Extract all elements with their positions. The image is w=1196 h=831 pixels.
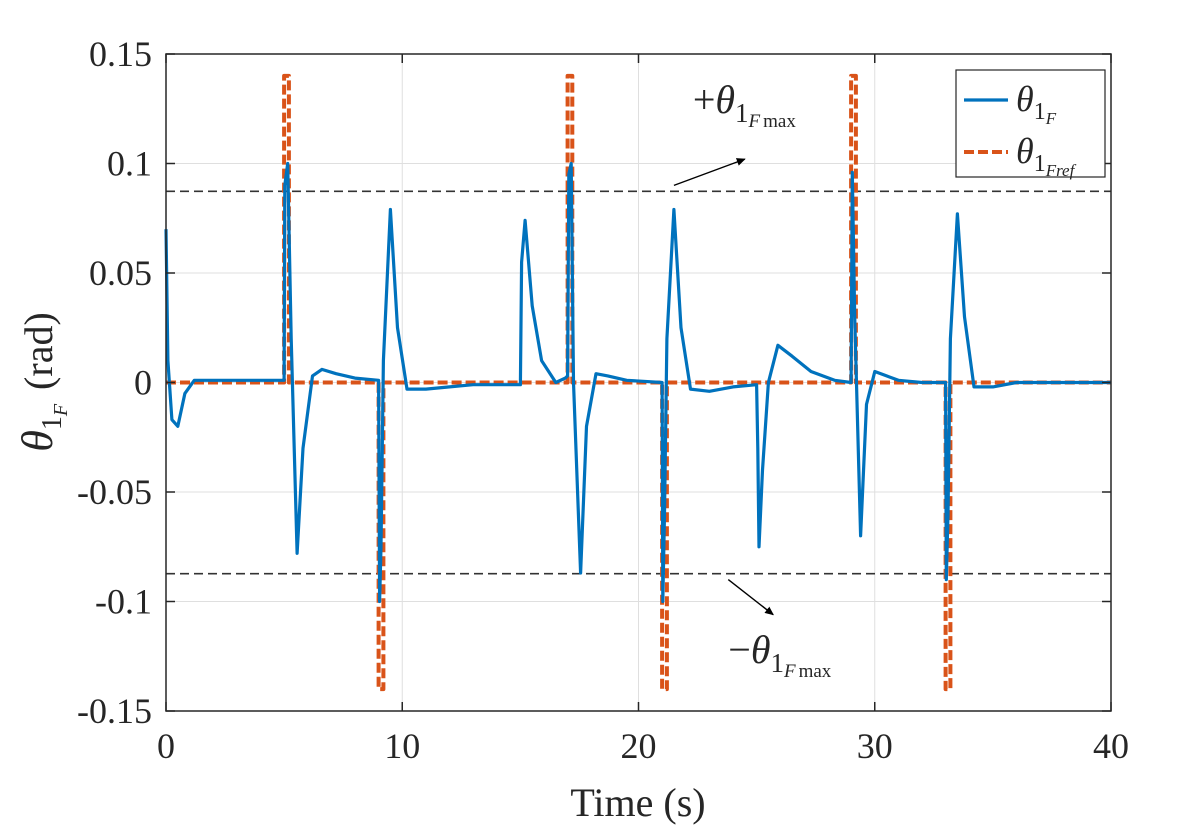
math-sub: 1 bbox=[1034, 151, 1046, 177]
y-label-subsub: F bbox=[50, 403, 72, 417]
legend-box bbox=[955, 69, 1106, 178]
math-subsub-extra: max bbox=[799, 661, 832, 682]
y-tick-label: -0.1 bbox=[95, 582, 152, 622]
annotation-arrow-lower bbox=[727, 579, 774, 616]
y-label-symbol: θ bbox=[13, 430, 62, 452]
y-tick-label: 0 bbox=[134, 363, 152, 403]
annotations: +θ1F max−θ1F max bbox=[673, 77, 832, 682]
x-tick-label: 40 bbox=[1093, 726, 1129, 766]
math-subsub-extra: max bbox=[763, 111, 796, 132]
y-tick-label: 0.15 bbox=[89, 34, 152, 74]
ticks bbox=[165, 53, 1112, 712]
svg-text:θ1F(rad): θ1F (rad) bbox=[13, 312, 72, 452]
math-subsub: F bbox=[783, 661, 796, 682]
limit-lines bbox=[166, 190, 1111, 575]
math-subsub: F bbox=[748, 111, 761, 132]
math-symbol: θ bbox=[751, 627, 771, 672]
math-subsub: Fref bbox=[1045, 161, 1077, 180]
x-tick-label: 20 bbox=[621, 726, 657, 766]
y-label-unit: (rad) bbox=[16, 312, 61, 390]
math-symbol: θ bbox=[1016, 79, 1034, 119]
y-axis-label: θ1F (rad) bbox=[13, 312, 72, 452]
annotation-arrow-upper bbox=[673, 158, 746, 187]
math-sub: 1 bbox=[735, 98, 749, 128]
annotation-label-upper: +θ1F max bbox=[693, 77, 797, 132]
math-symbol: θ bbox=[1016, 131, 1034, 171]
y-label-sub: 1 bbox=[37, 416, 68, 430]
math-sub: 1 bbox=[1034, 99, 1046, 125]
math-subsub: F bbox=[1045, 109, 1057, 128]
y-tick-label: -0.05 bbox=[77, 472, 152, 512]
math-sub: 1 bbox=[770, 648, 784, 678]
x-tick-label: 0 bbox=[157, 726, 175, 766]
math-symbol: θ bbox=[715, 77, 735, 122]
x-tick-label: 10 bbox=[384, 726, 420, 766]
x-axis-label: Time (s) bbox=[570, 780, 705, 825]
math-sign: + bbox=[693, 77, 716, 122]
annotation-label-lower: −θ1F max bbox=[728, 627, 832, 682]
math-sign: − bbox=[728, 627, 751, 672]
series-line-theta bbox=[164, 161, 1111, 604]
legend-label-theta: θ1F bbox=[1016, 79, 1057, 128]
y-tick-label: 0.1 bbox=[107, 144, 152, 184]
x-tick-label: 30 bbox=[857, 726, 893, 766]
plot-lines bbox=[164, 73, 1111, 692]
tick-labels: 0 10 20 30 40 0.15 0.1 0.05 0 -0.05 -0.1 -0.15 bbox=[77, 34, 1129, 766]
y-tick-label: 0.05 bbox=[89, 253, 152, 293]
y-tick-label: -0.15 bbox=[77, 691, 152, 731]
legend-label-theta-ref: θ1Fref bbox=[1016, 131, 1077, 180]
